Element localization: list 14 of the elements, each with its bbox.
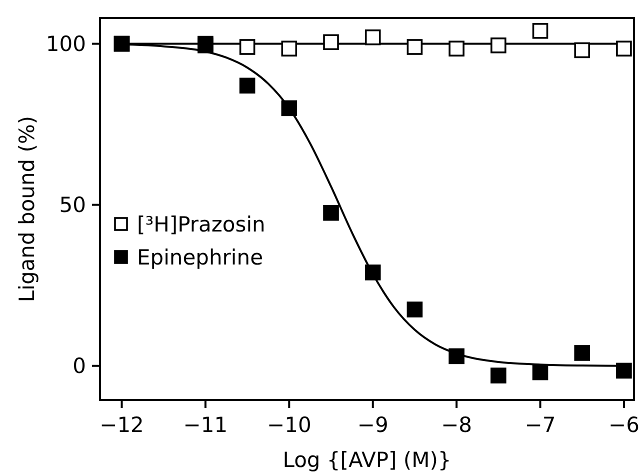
x-axis-title: Log {[AVP] (M)}: [282, 448, 452, 472]
x-tick-label: −6: [608, 413, 639, 437]
x-tick-label: −12: [100, 413, 144, 437]
legend-label: Epinephrine: [137, 245, 263, 270]
x-tick-label: −9: [357, 413, 388, 437]
legend-label: [³H]Prazosin: [137, 212, 266, 236]
x-tick-label: −7: [524, 413, 556, 437]
y-tick-label: 100: [46, 32, 86, 56]
y-tick-label: 0: [72, 354, 86, 378]
y-axis-title: Ligand bound (%): [15, 116, 39, 302]
y-tick-label: 50: [59, 193, 86, 218]
x-tick-label: −8: [441, 413, 472, 437]
x-tick-label: −11: [183, 413, 228, 437]
x-tick-label: −10: [266, 413, 312, 437]
